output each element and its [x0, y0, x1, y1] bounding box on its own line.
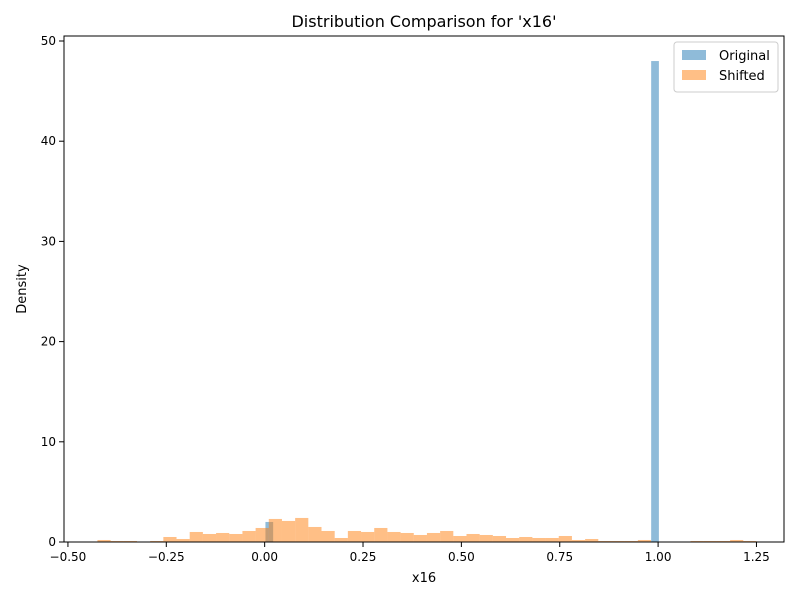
bar-shifted — [295, 517, 309, 542]
bar-shifted — [97, 539, 111, 542]
bar-shifted — [374, 527, 388, 542]
bar-shifted — [361, 531, 375, 542]
bar-shifted — [466, 533, 480, 542]
bar-shifted — [347, 530, 362, 542]
x-axis-label: x16 — [412, 571, 436, 586]
y-tick-label: 40 — [41, 134, 56, 148]
bar-shifted — [730, 539, 744, 542]
bar-shifted — [585, 538, 599, 542]
x-tick-label: 1.00 — [645, 550, 672, 564]
legend-swatch-shifted — [682, 70, 706, 80]
legend-swatch-original — [682, 50, 706, 60]
bar-shifted — [308, 526, 322, 542]
bar-shifted — [216, 532, 230, 542]
bar-shifted — [703, 540, 717, 542]
bar-shifted — [624, 540, 638, 542]
bar-shifted — [479, 534, 493, 542]
x-tick-label: 0.25 — [350, 550, 377, 564]
bar-shifted — [690, 540, 704, 542]
bar-shifted — [519, 536, 533, 542]
legend-label-original: Original — [719, 49, 770, 64]
bar-shifted — [571, 539, 586, 542]
bar-shifted — [637, 539, 652, 542]
bar-shifted — [400, 532, 414, 542]
plot-frame — [63, 35, 785, 543]
bar-shifted — [334, 537, 348, 542]
x-tick-label: −0.25 — [148, 550, 185, 564]
chart-title: Distribution Comparison for 'x16' — [291, 12, 556, 31]
legend-label-shifted: Shifted — [719, 69, 765, 84]
bar-shifted — [558, 535, 572, 542]
y-tick-label: 10 — [41, 435, 56, 449]
bar-original — [651, 61, 659, 543]
bar-shifted — [163, 536, 177, 542]
bar-shifted — [189, 531, 203, 542]
legend: Original Shifted — [673, 41, 779, 93]
bar-shifted — [716, 540, 731, 542]
bar-shifted — [110, 540, 124, 542]
bar-shifted — [426, 532, 441, 542]
x-axis: −0.50 −0.25 0.00 0.25 0.50 0.75 1.00 1.25 — [50, 542, 770, 564]
x-tick-label: −0.50 — [50, 550, 87, 564]
y-axis: 0 10 20 30 40 50 — [41, 34, 64, 549]
bar-shifted — [281, 520, 296, 542]
bar-shifted — [123, 540, 137, 542]
y-tick-label: 50 — [41, 34, 56, 48]
x-tick-label: 0.00 — [251, 550, 278, 564]
x-tick-label: 0.50 — [448, 550, 475, 564]
bar-shifted — [453, 535, 467, 542]
bar-shifted — [545, 537, 559, 542]
bar-shifted — [242, 530, 256, 542]
bar-shifted — [176, 538, 190, 542]
bar-shifted — [150, 540, 164, 542]
series-shifted-bars — [97, 517, 757, 542]
bar-shifted — [413, 534, 427, 542]
bar-shifted — [492, 535, 507, 542]
bar-shifted — [532, 537, 546, 542]
bar-shifted — [440, 530, 454, 542]
bar-shifted — [611, 540, 625, 542]
bar-shifted — [202, 533, 217, 542]
x-tick-label: 0.75 — [546, 550, 573, 564]
bar-shifted — [229, 533, 243, 542]
bar-shifted — [255, 527, 269, 542]
bar-shifted — [321, 530, 335, 542]
bar-shifted — [387, 531, 401, 542]
y-tick-label: 0 — [48, 535, 56, 549]
bar-shifted — [268, 518, 282, 542]
bar-shifted — [598, 540, 612, 542]
y-tick-label: 30 — [41, 234, 56, 248]
y-axis-label: Density — [15, 264, 30, 314]
y-tick-label: 20 — [41, 335, 56, 349]
x-tick-label: 1.25 — [743, 550, 770, 564]
bar-shifted — [506, 537, 520, 542]
bar-shifted — [743, 540, 757, 542]
